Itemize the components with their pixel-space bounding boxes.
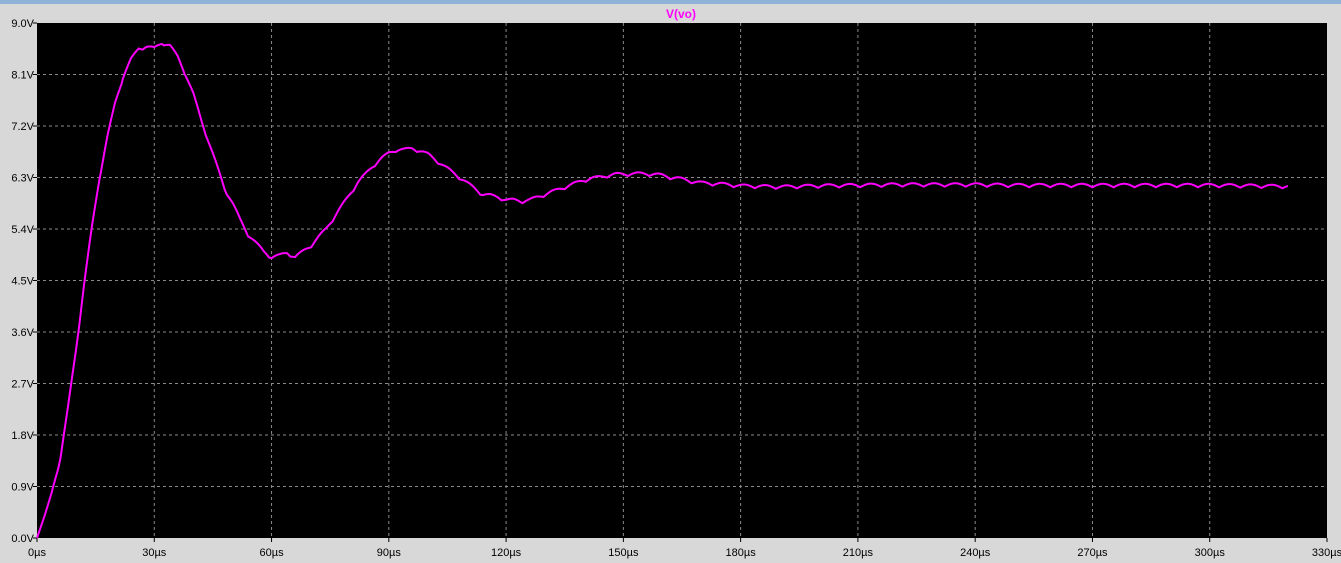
window-top-border xyxy=(0,0,1341,4)
x-tick-label: 0µs xyxy=(28,547,46,559)
x-tick-label: 300µs xyxy=(1195,547,1226,559)
y-tick-label: 6.3V xyxy=(11,173,34,185)
x-tick-label: 120µs xyxy=(491,547,522,559)
x-tick-label: 210µs xyxy=(843,547,874,559)
y-tick-label: 8.1V xyxy=(11,70,34,82)
y-tick-label: 3.6V xyxy=(11,327,34,339)
x-tick-label: 150µs xyxy=(608,547,639,559)
y-tick-label: 5.4V xyxy=(11,224,34,236)
y-tick-label: 2.7V xyxy=(11,379,34,391)
x-tick-label: 330µs xyxy=(1312,547,1341,559)
tick-labels: 0µs 30µs 60µs 90µs 120µs 150µs 180µs 210µs 240µs… xyxy=(11,18,1341,559)
y-tick-label: 7.2V xyxy=(11,121,34,133)
series-line-vvo xyxy=(36,42,1289,539)
grid-lines xyxy=(37,23,1327,538)
x-tick-label: 30µs xyxy=(142,547,167,559)
y-tick-label: 9.0V xyxy=(11,18,34,30)
x-tick-label: 60µs xyxy=(260,547,285,559)
y-tick-label: 0.0V xyxy=(11,533,34,545)
y-tick-label: 1.8V xyxy=(11,430,34,442)
y-tick-label: 0.9V xyxy=(11,482,34,494)
x-tick-label: 270µs xyxy=(1077,547,1108,559)
x-tick-label: 180µs xyxy=(726,547,757,559)
x-tick-label: 240µs xyxy=(960,547,991,559)
trace-title[interactable]: V(vo) xyxy=(666,7,696,21)
x-tick-label: 90µs xyxy=(377,547,402,559)
y-tick-label: 4.5V xyxy=(11,276,34,288)
